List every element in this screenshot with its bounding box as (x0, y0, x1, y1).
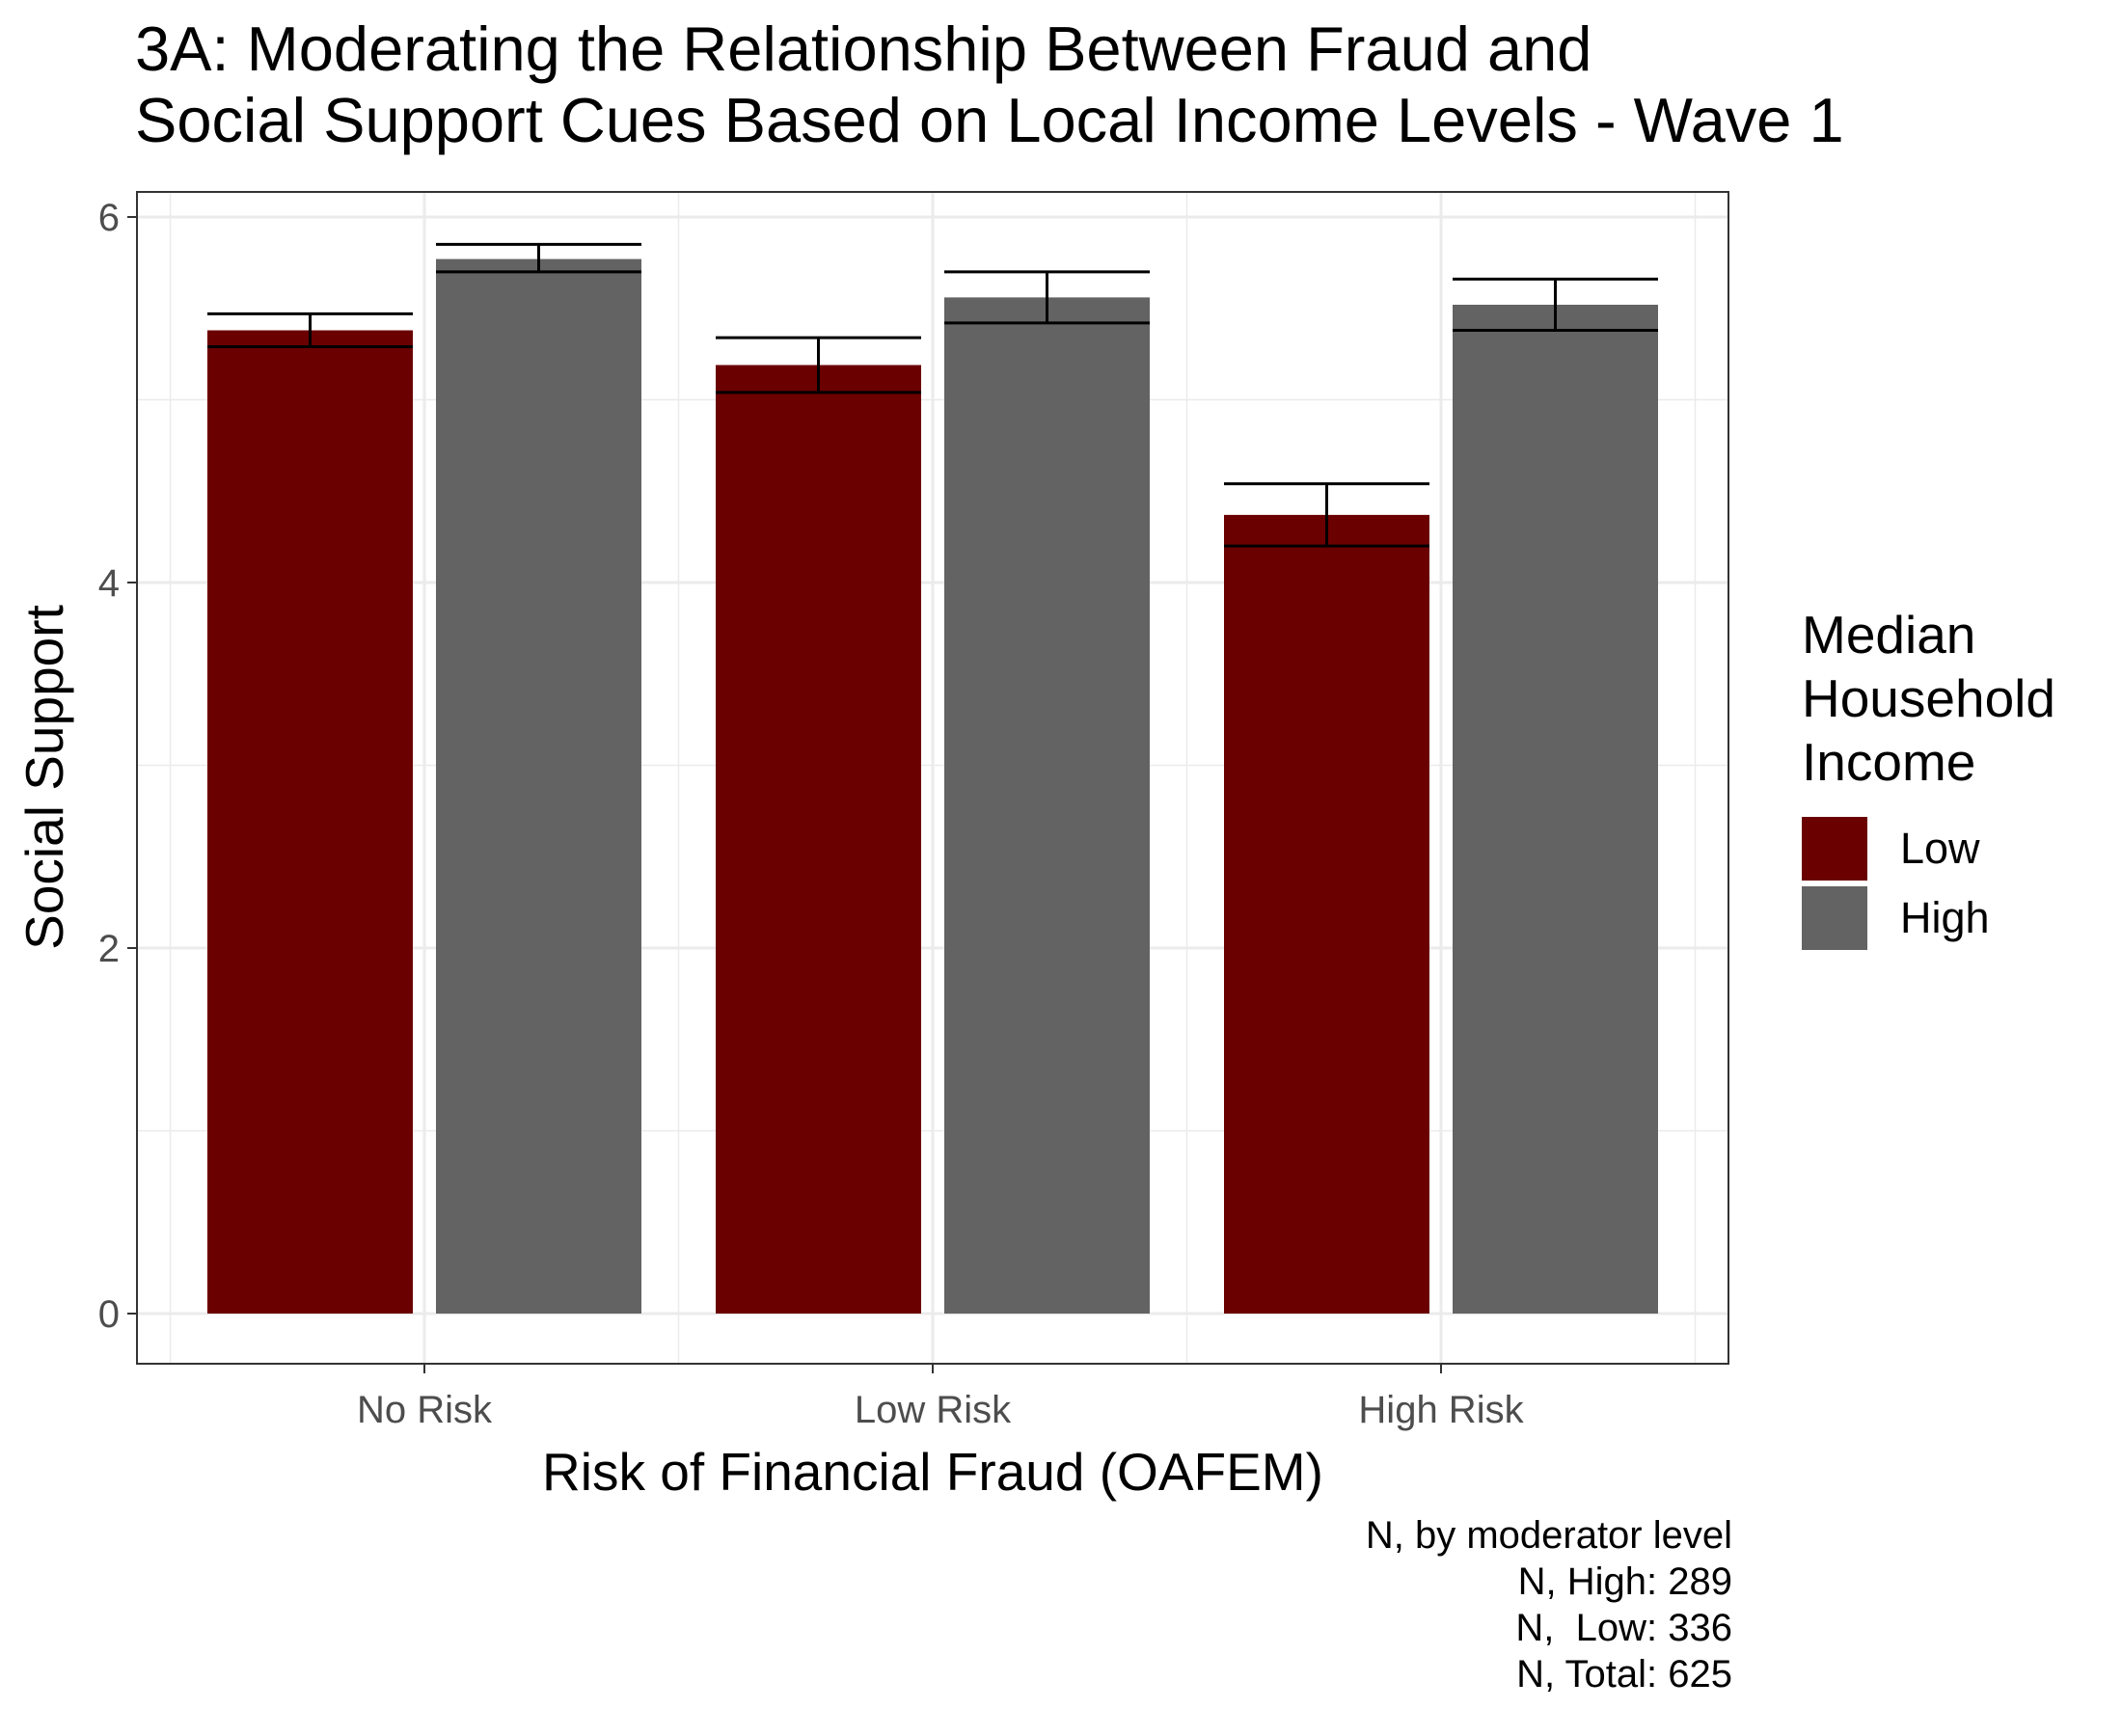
bar-low (1224, 514, 1429, 1314)
legend-label-high: High (1900, 893, 1990, 942)
bar-low (716, 365, 921, 1314)
y-tick-label: 2 (98, 928, 120, 970)
y-tick-label: 6 (98, 197, 120, 239)
x-tick-label: Low Risk (855, 1389, 1012, 1431)
legend-title: Median Household Income (1802, 605, 2055, 792)
x-axis-title: Risk of Financial Fraud (OAFEM) (542, 1442, 1323, 1502)
legend-item-high: High (1802, 884, 2055, 952)
y-tick-label: 4 (98, 562, 120, 605)
caption-line: N, High: 289 (1517, 1560, 1732, 1603)
legend: Median Household Income Low High (1802, 603, 2055, 954)
x-tick-label: High Risk (1358, 1389, 1524, 1431)
bar-low (207, 330, 413, 1314)
bars (207, 258, 1658, 1315)
x-tick-label: No Risk (357, 1389, 493, 1431)
axes: 0 2 4 6 No Risk Low Risk High Risk (98, 197, 1525, 1431)
caption-line: N, Low: 336 (1515, 1607, 1732, 1649)
error-bars (207, 242, 1658, 548)
legend-item-low: Low (1802, 815, 2055, 882)
chart-title: 3A: Moderating the Relationship Between … (135, 14, 1844, 155)
caption: N, by moderator level N, High: 289 N, Lo… (1366, 1512, 1732, 1697)
y-tick-label: 0 (98, 1293, 120, 1336)
y-axis-title: Social Support (14, 605, 74, 950)
caption-line: N, Total: 625 (1516, 1653, 1732, 1695)
bar-high (1453, 304, 1658, 1315)
legend-swatch-low (1802, 817, 1867, 881)
legend-label-low: Low (1900, 824, 1980, 873)
bar-high (944, 297, 1150, 1314)
legend-swatch-high (1802, 886, 1867, 950)
caption-line: N, by moderator level (1365, 1514, 1732, 1557)
bar-high (436, 258, 641, 1315)
